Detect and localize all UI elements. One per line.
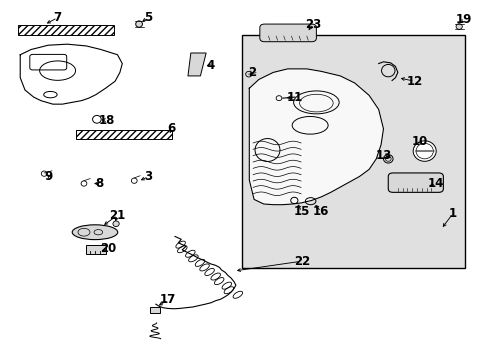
Text: 15: 15 [293,205,309,218]
Text: 19: 19 [455,13,471,26]
Text: 23: 23 [305,18,321,31]
Ellipse shape [455,24,461,30]
Text: 17: 17 [160,293,176,306]
Bar [18,25,114,35]
Text: 1: 1 [448,207,456,220]
Text: 5: 5 [143,11,151,24]
Text: 9: 9 [45,170,53,183]
Bar [76,130,171,139]
Text: 8: 8 [96,177,103,190]
Text: 22: 22 [293,255,309,267]
Text: 7: 7 [53,11,61,24]
Text: 13: 13 [375,149,391,162]
Ellipse shape [72,225,118,240]
Text: 14: 14 [427,177,444,190]
Bar [86,245,105,254]
Text: 3: 3 [144,170,152,183]
Bar [242,35,464,268]
Polygon shape [20,44,122,104]
Polygon shape [187,53,206,76]
Text: 12: 12 [406,75,422,88]
Text: 6: 6 [167,122,175,135]
FancyBboxPatch shape [259,24,316,42]
Text: 21: 21 [109,209,125,222]
Text: 18: 18 [98,113,115,126]
Ellipse shape [113,221,119,226]
Ellipse shape [412,141,435,161]
Ellipse shape [136,21,142,27]
Polygon shape [249,69,383,205]
Text: 4: 4 [206,59,215,72]
Bar [149,307,160,313]
Text: 20: 20 [100,242,116,255]
FancyBboxPatch shape [387,173,443,192]
Text: 11: 11 [286,91,303,104]
Ellipse shape [245,71,251,77]
Text: 10: 10 [410,135,427,148]
Text: 2: 2 [247,66,255,79]
Text: 16: 16 [312,205,329,218]
